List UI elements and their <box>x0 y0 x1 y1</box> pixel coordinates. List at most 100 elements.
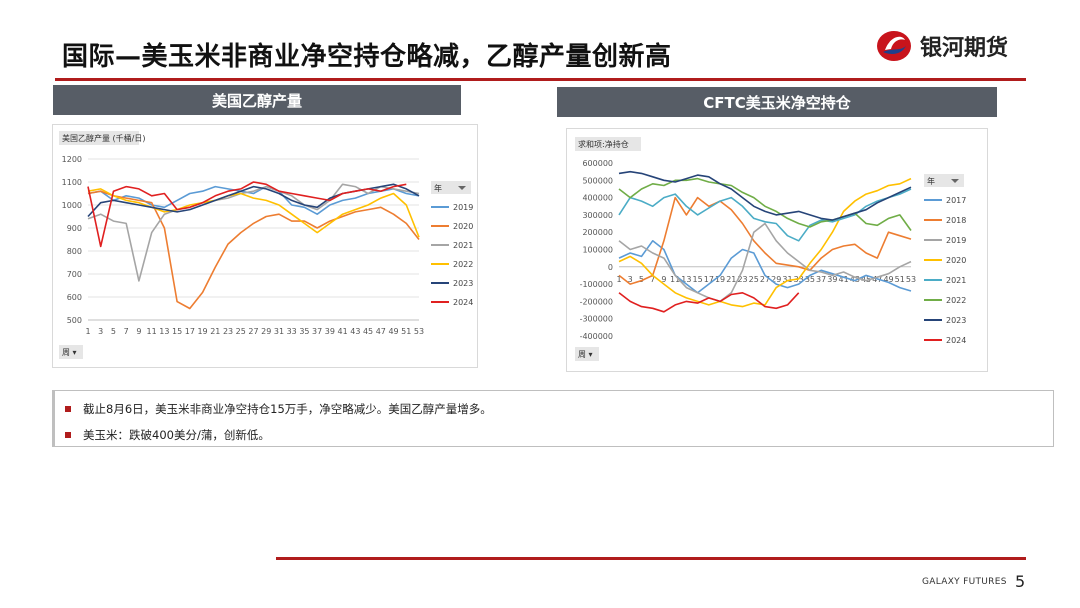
x-tick-label: 9 <box>661 275 666 284</box>
legend-field-label: 年 <box>434 183 442 193</box>
y-tick-label: -300000 <box>580 315 613 324</box>
bottom-rule <box>276 557 1026 560</box>
x-tick-label: 45 <box>363 327 373 336</box>
x-tick-label: 21 <box>210 327 220 336</box>
left-panel-header: 美国乙醇产量 <box>53 85 461 115</box>
x-tick-label: 43 <box>850 275 860 284</box>
series-line-2021 <box>87 183 420 282</box>
x-tick-label: 31 <box>274 327 284 336</box>
x-tick-label: 11 <box>670 275 680 284</box>
x-tick-label: 17 <box>704 275 714 284</box>
x-tick-label: 15 <box>693 275 703 284</box>
x-tick-label: 53 <box>414 327 424 336</box>
x-tick-label: 33 <box>287 327 297 336</box>
x-tick-label: 35 <box>805 275 815 284</box>
x-tick-label: 21 <box>726 275 736 284</box>
x-tick-label: 19 <box>197 327 207 336</box>
series-line-2020 <box>87 190 420 310</box>
page-number: 5 <box>1015 572 1026 591</box>
x-tick-label: 35 <box>299 327 309 336</box>
ethanol-chart: 美国乙醇产量 (千桶/日) 500 600 700 800 900 1000 1100 1200… <box>52 124 478 368</box>
axis-field-button <box>575 347 599 361</box>
legend-field-label: 年 <box>927 176 935 186</box>
legend-label: 2024 <box>453 298 473 307</box>
axis-field-label: 周 ▾ <box>578 350 593 359</box>
right-panel-header: CFTC美玉米净空持仓 <box>557 87 997 117</box>
series-line-2017 <box>618 240 912 294</box>
galaxy-logo-icon <box>877 31 911 61</box>
bullet-box: 截止8月6日，美玉米非商业净空持仓15万手，净空略减少。美国乙醇产量增多。 美玉… <box>52 390 1054 447</box>
y-tick-label: 200000 <box>582 228 613 237</box>
x-tick-label: 27 <box>760 275 770 284</box>
legend-field-button <box>924 174 964 187</box>
x-tick-label: 53 <box>906 275 916 284</box>
y-tick-label: 500 <box>67 316 82 325</box>
logo: 银河期货 <box>874 28 1008 64</box>
series-line-2024 <box>618 292 800 313</box>
filter-dropdown-icon <box>458 186 466 190</box>
y-tick-label: 0 <box>608 263 613 272</box>
legend-label: 2019 <box>453 203 473 212</box>
chart-title-box <box>575 137 641 151</box>
series-line-2022 <box>618 177 912 231</box>
title-rule <box>55 78 1026 81</box>
y-tick-label: 1100 <box>62 178 82 187</box>
legend-label: 2023 <box>453 279 473 288</box>
y-tick-label: 1200 <box>62 155 82 164</box>
y-tick-label: -400000 <box>580 332 613 341</box>
cftc-chart-svg: 求和项:净持仓 -400000 -300000 -200000 -100000 0 1000… <box>575 137 966 361</box>
x-tick-label: 49 <box>883 275 893 284</box>
x-tick-label: 7 <box>650 275 655 284</box>
legend-label: 2023 <box>946 316 966 325</box>
x-tick-label: 9 <box>136 327 141 336</box>
logo-text: 银河期货 <box>920 36 1009 61</box>
x-tick-label: 17 <box>185 327 195 336</box>
series-line-2023 <box>618 170 912 221</box>
x-tick-label: 5 <box>111 327 116 336</box>
x-tick-label: 11 <box>147 327 157 336</box>
bullet-item-1: 截止8月6日，美玉米非商业净空持仓15万手，净空略减少。美国乙醇产量增多。 <box>65 401 492 417</box>
x-tick-label: 43 <box>350 327 360 336</box>
y-tick-label: 1000 <box>62 201 82 210</box>
cftc-chart: 求和项:净持仓 -400000 -300000 -200000 -100000 0 1000… <box>566 128 988 372</box>
legend-label: 2022 <box>946 296 966 305</box>
x-tick-label: 29 <box>261 327 271 336</box>
bullet-text-1: 截止8月6日，美玉米非商业净空持仓15万手，净空略减少。美国乙醇产量增多。 <box>83 402 492 416</box>
series-line-2021 <box>618 188 912 242</box>
chart-title-box <box>59 131 139 145</box>
x-tick-label: 19 <box>715 275 725 284</box>
series-line-2019 <box>618 222 912 303</box>
legend-label: 2022 <box>453 260 473 269</box>
y-tick-label: 600000 <box>582 159 613 168</box>
y-tick-label: 100000 <box>582 246 613 255</box>
legend-label: 2020 <box>946 256 966 265</box>
x-tick-label: 29 <box>771 275 781 284</box>
y-tick-label: -200000 <box>580 297 613 306</box>
legend-label: 2021 <box>453 241 473 250</box>
x-tick-label: 15 <box>172 327 182 336</box>
x-tick-label: 5 <box>639 275 644 284</box>
series-line-2022 <box>87 188 420 238</box>
x-tick-label: 23 <box>223 327 233 336</box>
legend-label: 2021 <box>946 276 966 285</box>
footer-brand: GALAXY FUTURES <box>922 577 1007 587</box>
x-tick-label: 37 <box>816 275 826 284</box>
bullet-marker-icon <box>65 406 71 412</box>
x-tick-label: 13 <box>681 275 691 284</box>
y-tick-label: 600 <box>67 293 82 302</box>
x-tick-label: 3 <box>628 275 633 284</box>
series-line-2024 <box>87 181 407 248</box>
x-tick-label: 51 <box>401 327 411 336</box>
series-line-2018 <box>618 196 912 285</box>
x-tick-label: 13 <box>159 327 169 336</box>
x-tick-label: 3 <box>98 327 103 336</box>
legend-label: 2019 <box>946 236 966 245</box>
ethanol-chart-svg: 美国乙醇产量 (千桶/日) 500 600 700 800 900 1000 1100 1200… <box>59 131 473 359</box>
x-tick-label: 7 <box>124 327 129 336</box>
slide-title: 国际—美玉米非商业净空持仓略减，乙醇产量创新高 <box>62 42 672 72</box>
chart-title: 求和项:净持仓 <box>578 139 629 149</box>
x-tick-label: 49 <box>388 327 398 336</box>
x-tick-label: 25 <box>749 275 759 284</box>
bullet-text-2: 美玉米：跌破400美分/蒲，创新低。 <box>83 428 270 442</box>
axis-field-label: 周 ▾ <box>62 348 77 357</box>
